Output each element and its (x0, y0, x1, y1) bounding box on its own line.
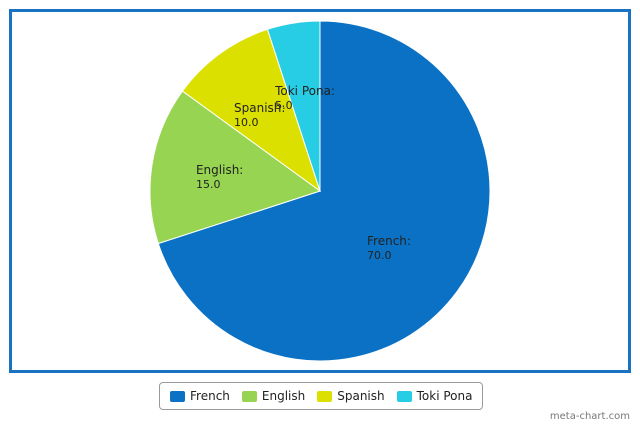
legend-label: English (261, 389, 306, 403)
chart-legend: French English Spanish Toki Pona (159, 382, 484, 410)
pie-slice-english[interactable] (149, 90, 322, 245)
pie-slice-spanish[interactable] (181, 28, 321, 193)
legend-swatch (396, 390, 412, 402)
legend-item-spanish[interactable]: Spanish (317, 389, 385, 403)
legend-label: French (190, 389, 230, 403)
slice-value-toki-pona: 5.0 (275, 99, 293, 112)
pie-labels: French:70.0 English:15.0 Spanish:10.0 Toki … (196, 84, 411, 262)
legend-item-toki-pona[interactable]: Toki Pona (396, 389, 473, 403)
slice-label-english: English: (196, 163, 243, 177)
slice-label-toki-pona: Toki Pona: (274, 84, 335, 98)
legend-swatch (317, 390, 333, 402)
pie-chart: French:70.0 English:15.0 Spanish:10.0 Toki … (149, 20, 491, 362)
slice-value-french: 70.0 (367, 249, 392, 262)
slice-label-spanish: Spanish: (234, 101, 285, 115)
slice-value-english: 15.0 (196, 178, 221, 191)
pie-slices (149, 20, 491, 362)
legend-label: Toki Pona (416, 389, 473, 403)
slice-label-french: French: (367, 234, 411, 248)
pie-slice-french[interactable] (157, 20, 491, 362)
pie-slice-toki-pona[interactable] (266, 20, 321, 192)
legend-label: Spanish (337, 389, 385, 403)
chart-frame: French: 70.0 English: 15.0 Spanish: 10.0 Toki … (9, 9, 631, 373)
watermark: meta-chart.com (549, 411, 630, 422)
legend-swatch (170, 390, 185, 402)
legend-swatch (241, 390, 257, 402)
legend-item-french[interactable]: French (170, 389, 230, 403)
slice-value-spanish: 10.0 (234, 116, 259, 129)
legend-item-english[interactable]: English (241, 389, 306, 403)
